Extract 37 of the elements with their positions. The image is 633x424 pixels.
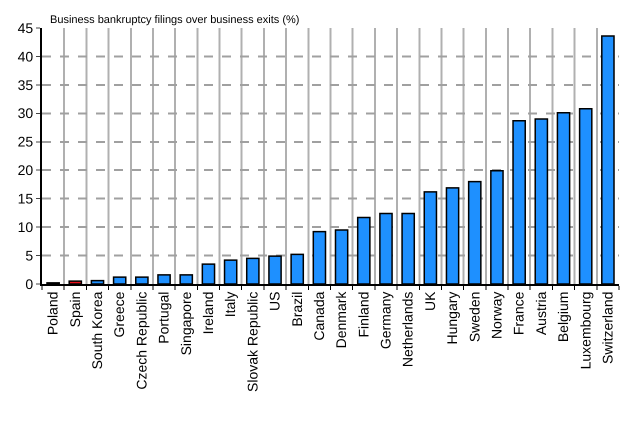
x-tick-label: UK — [422, 290, 438, 312]
y-tick-label: 5 — [25, 247, 34, 264]
x-tick-label: Finland — [355, 292, 372, 338]
x-tick-label: Portugal — [156, 292, 172, 344]
x-tick-label: France — [510, 291, 527, 336]
chart-title: Business bankruptcy filings over business exits (%) — [50, 14, 300, 26]
x-tick-label: South Korea — [89, 291, 106, 370]
y-tick-label: 35 — [18, 76, 34, 93]
y-tick-label: 20 — [18, 162, 34, 178]
y-tick-label: 0 — [25, 276, 34, 292]
y-tick-label: 10 — [18, 219, 34, 236]
y-tick-label: 30 — [18, 105, 34, 122]
x-tick-label: Belgium — [555, 292, 572, 342]
y-tick-label: 25 — [18, 134, 34, 150]
x-tick-label: Singapore — [178, 291, 194, 356]
x-tick-label: Austria — [532, 291, 549, 336]
x-tick-label: Norway — [488, 292, 504, 340]
x-tick-label: Ireland — [200, 292, 216, 334]
x-tick-label: Switzerland — [599, 292, 616, 364]
x-tick-label: Canada — [310, 291, 327, 341]
x-tick-label: Greece — [111, 291, 128, 338]
x-tick-label: Luxembourg — [577, 292, 594, 370]
x-tick-label: Brazil — [288, 292, 305, 327]
x-tick-label: Netherlands — [400, 292, 416, 368]
x-tick-label: Poland — [44, 292, 61, 336]
y-tick-label: 40 — [18, 48, 34, 64]
x-tick-label: Italy — [222, 292, 238, 318]
y-tick-label: 45 — [18, 20, 34, 36]
x-tick-label: Denmark — [333, 290, 350, 348]
x-tick-label: Slovak Republic — [244, 292, 260, 392]
y-tick-label: 15 — [18, 190, 34, 207]
x-tick-label: Sweden — [466, 292, 482, 342]
x-tick-label: Czech Republic — [133, 292, 150, 390]
x-tick-label: US — [266, 292, 283, 312]
x-tick-label: Hungary — [444, 292, 460, 345]
x-tick-label: Germany — [378, 292, 394, 350]
x-tick-label: Spain — [66, 292, 83, 328]
